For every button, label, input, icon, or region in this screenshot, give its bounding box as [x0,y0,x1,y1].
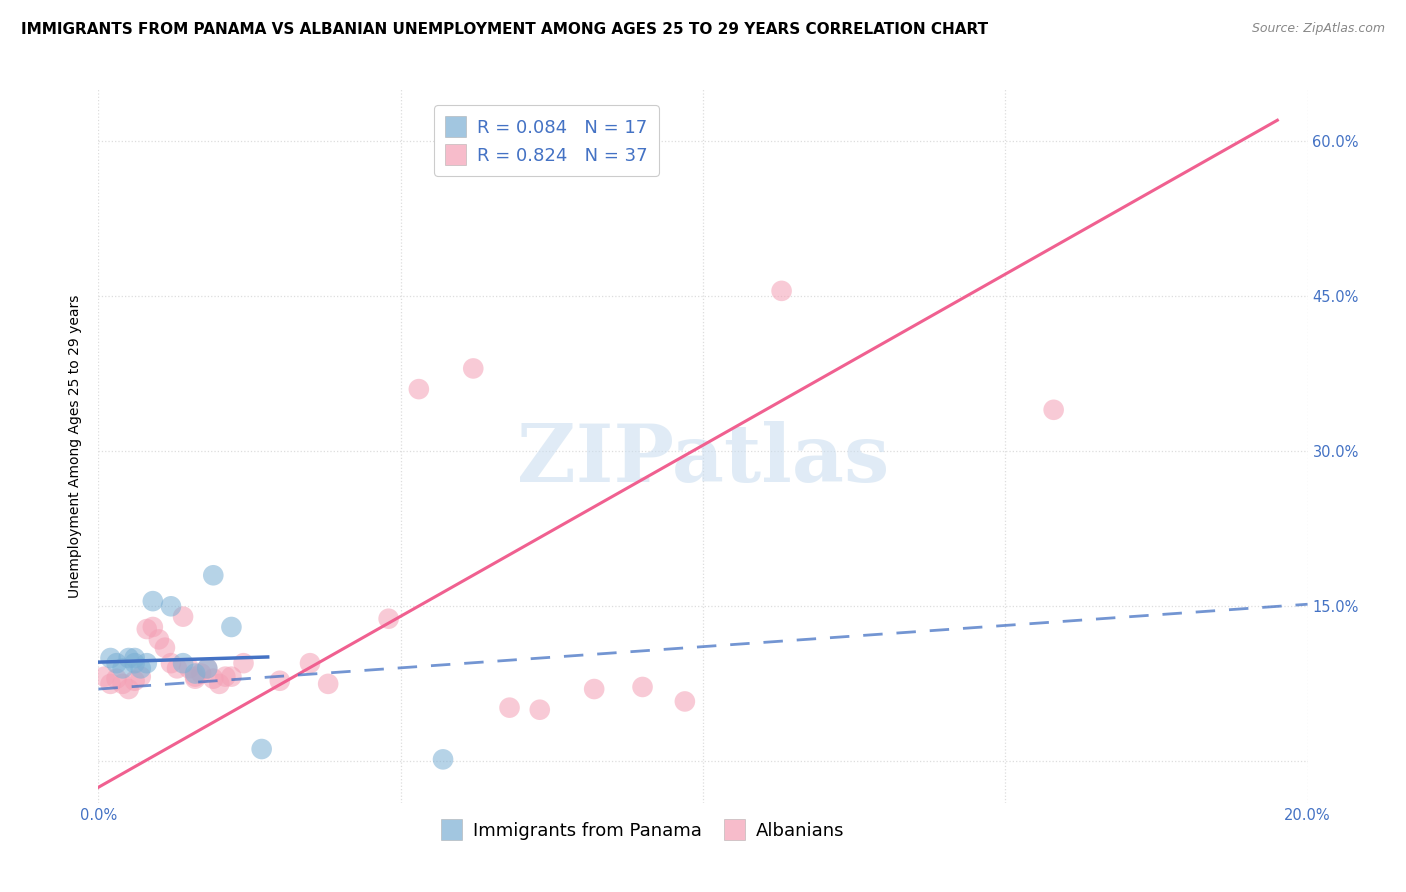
Text: IMMIGRANTS FROM PANAMA VS ALBANIAN UNEMPLOYMENT AMONG AGES 25 TO 29 YEARS CORREL: IMMIGRANTS FROM PANAMA VS ALBANIAN UNEMP… [21,22,988,37]
Point [111,677,134,691]
Point [529,703,551,717]
Point [179,661,201,675]
Point [299,656,322,670]
Point [129,661,152,675]
Point [195,661,218,675]
Point [221,620,243,634]
Point [202,568,225,582]
Legend: Immigrants from Panama, Albanians: Immigrants from Panama, Albanians [430,808,855,851]
Y-axis label: Unemployment Among Ages 25 to 29 years: Unemployment Among Ages 25 to 29 years [69,294,83,598]
Point [135,656,157,670]
Point [221,670,243,684]
Point [463,361,485,376]
Point [93,670,115,684]
Point [118,651,141,665]
Point [184,672,207,686]
Point [1042,402,1064,417]
Point [129,670,152,684]
Point [631,680,654,694]
Point [172,609,194,624]
Point [105,656,128,670]
Point [432,752,454,766]
Point [269,673,291,688]
Point [142,594,165,608]
Point [195,661,218,675]
Point [583,681,606,696]
Point [160,656,183,670]
Point [153,640,176,655]
Point [184,666,207,681]
Point [190,666,212,681]
Point [148,632,170,647]
Point [377,612,399,626]
Text: ZIPatlas: ZIPatlas [517,421,889,500]
Point [135,622,157,636]
Point [770,284,793,298]
Point [124,673,146,688]
Point [160,599,183,614]
Text: Source: ZipAtlas.com: Source: ZipAtlas.com [1251,22,1385,36]
Point [118,681,141,696]
Point [214,670,236,684]
Point [208,677,231,691]
Point [100,677,122,691]
Point [232,656,254,670]
Point [408,382,430,396]
Point [172,656,194,670]
Point [498,700,520,714]
Point [250,742,273,756]
Point [124,651,146,665]
Point [124,656,146,670]
Point [105,672,128,686]
Point [202,672,225,686]
Point [673,694,696,708]
Point [316,677,339,691]
Point [166,661,188,675]
Point [100,651,122,665]
Point [184,670,207,684]
Point [111,661,134,675]
Point [142,620,165,634]
